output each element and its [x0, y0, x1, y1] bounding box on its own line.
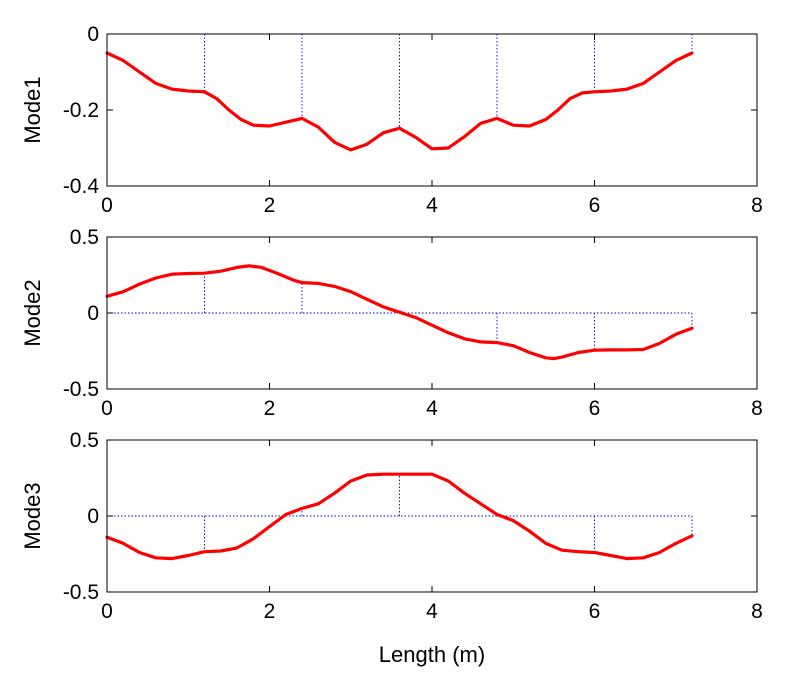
y-tick-label: -0.5 [63, 378, 99, 401]
y-axis-label: Mode3 [20, 482, 45, 549]
y-tick-label: 0.5 [70, 429, 99, 452]
x-tick-label: 0 [101, 194, 113, 217]
x-tick-label: 0 [101, 600, 113, 623]
x-axis-label: Length (m) [379, 642, 485, 667]
mode-curve [105, 51, 694, 152]
x-tick-label: 0 [101, 397, 113, 420]
y-axis-label: Mode2 [20, 279, 45, 346]
x-tick-label: 6 [589, 600, 601, 623]
x-tick-label: 2 [264, 397, 276, 420]
x-tick-label: 8 [751, 600, 763, 623]
mode1-panel: 0 2 4 6 8 0 -0.2 -0.4 Mode1 [20, 23, 763, 217]
y-tick-label: 0.5 [70, 226, 99, 249]
y-tick-label: 0 [87, 23, 99, 46]
x-tick-label: 2 [264, 600, 276, 623]
y-axis-label: Mode1 [20, 76, 45, 143]
y-tick-label: 0 [87, 505, 99, 528]
y-tick-label: -0.5 [63, 581, 99, 604]
mode-curve [105, 472, 694, 561]
x-tick-label: 2 [264, 194, 276, 217]
x-tick-label: 6 [589, 397, 601, 420]
axes-frame [106, 33, 758, 187]
x-tick-label: 6 [589, 194, 601, 217]
mode-curve [105, 264, 694, 361]
x-tick-label: 4 [426, 397, 438, 420]
y-tick-label: 0 [87, 302, 99, 325]
y-tick-label: -0.4 [63, 175, 100, 198]
x-tick-label: 8 [751, 397, 763, 420]
x-tick-label: 8 [751, 194, 763, 217]
y-tick-label: -0.2 [63, 99, 99, 122]
x-tick-label: 4 [426, 194, 438, 217]
x-tick-label: 4 [426, 600, 438, 623]
